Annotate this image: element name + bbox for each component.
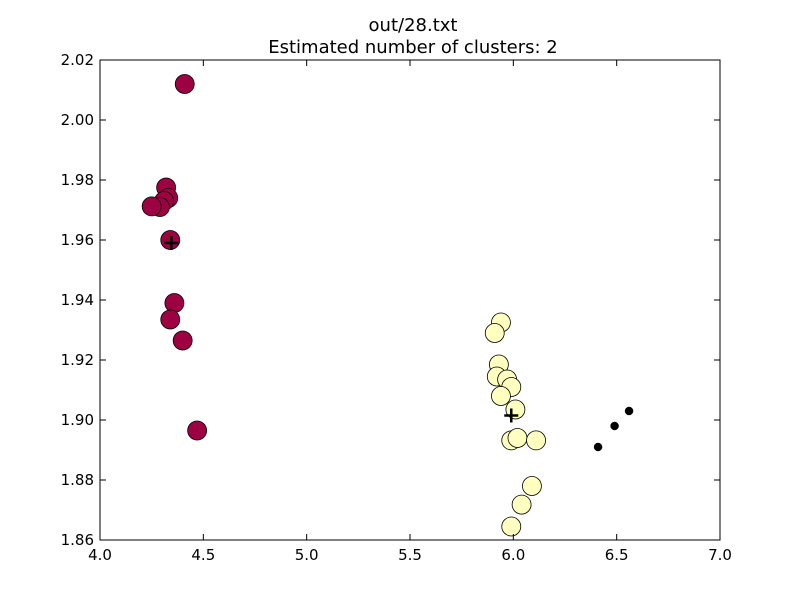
plot-frame <box>99 59 721 541</box>
y-tick-label-3: 1.92 <box>61 351 94 369</box>
series-1-point-6 <box>491 386 511 406</box>
series-2-point-2 <box>624 406 634 416</box>
y-tick-label-5: 1.96 <box>61 231 94 249</box>
series-0-point-9 <box>172 330 193 351</box>
series-0-point-0 <box>174 74 195 94</box>
y-tick-label-1: 1.88 <box>61 471 94 489</box>
series-1-point-9 <box>507 428 528 448</box>
chart-title: out/28.txt <box>369 15 458 36</box>
series-1-point-11 <box>522 476 542 496</box>
y-tick-label-8: 2.02 <box>61 51 94 69</box>
x-tick-label-1: 4.5 <box>191 546 215 564</box>
points-layer <box>141 74 634 537</box>
cluster-center-1 <box>504 408 519 423</box>
series-1-point-10 <box>526 430 546 451</box>
x-tick-label-5: 6.5 <box>605 546 629 564</box>
y-tick-label-7: 2.00 <box>61 111 94 129</box>
series-0-point-10 <box>187 420 208 441</box>
x-tick-label-0: 4.0 <box>88 546 112 564</box>
ticks-layer: 4.0 4.5 5.0 5.5 6.0 6.5 7.0 1.86 1.88 1.90 1.92 1.9… <box>61 51 732 564</box>
series-0-point-8 <box>160 309 181 330</box>
series-0-point-5 <box>141 196 162 217</box>
series-1-point-12 <box>511 494 532 515</box>
x-tick-label-6: 7.0 <box>708 546 732 564</box>
x-tick-label-2: 5.0 <box>295 546 319 564</box>
series-1-point-13 <box>501 516 522 537</box>
x-tick-label-3: 5.5 <box>398 546 422 564</box>
series-0-point-7 <box>164 293 185 313</box>
x-tick-label-4: 6.0 <box>501 546 525 564</box>
series-2-point-1 <box>610 421 619 431</box>
y-tick-label-4: 1.94 <box>61 291 94 309</box>
series-2-point-0 <box>593 442 603 452</box>
series-1-point-1 <box>484 323 505 343</box>
y-tick-label-0: 1.86 <box>61 531 94 549</box>
chart-subtitle: Estimated number of clusters: 2 <box>268 37 558 58</box>
cluster-center-0 <box>164 236 179 250</box>
y-tick-label-2: 1.90 <box>61 411 94 429</box>
y-tick-label-6: 1.98 <box>61 171 94 189</box>
centers-layer <box>164 236 519 423</box>
